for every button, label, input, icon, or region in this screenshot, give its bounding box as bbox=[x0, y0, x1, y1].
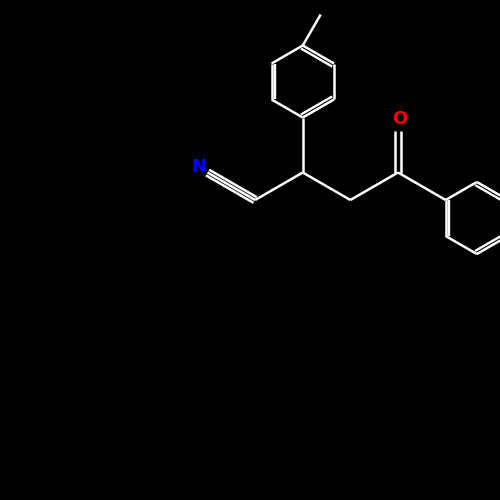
Text: N: N bbox=[191, 158, 206, 176]
Text: O: O bbox=[392, 110, 407, 128]
